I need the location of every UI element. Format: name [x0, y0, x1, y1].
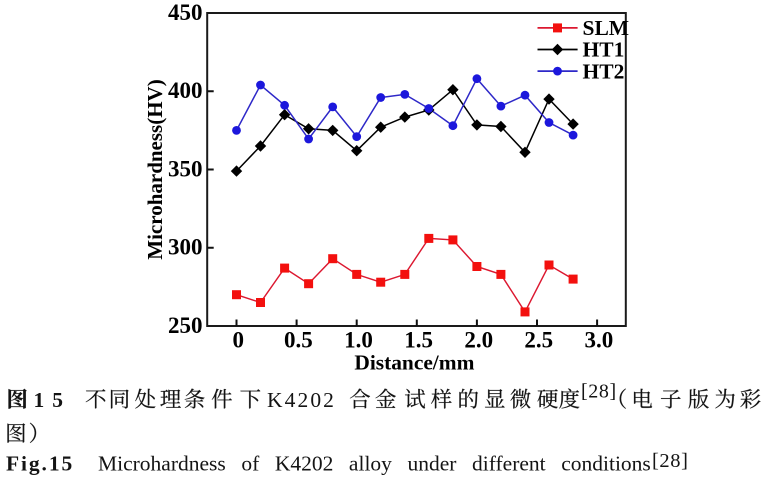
svg-text:0.5: 0.5 [284, 327, 313, 352]
svg-text:3.0: 3.0 [585, 327, 614, 352]
svg-text:Fig.15: Fig.15 [6, 452, 74, 476]
svg-text:2.0: 2.0 [464, 327, 493, 352]
svg-text:HT2: HT2 [583, 59, 625, 83]
svg-text:2.5: 2.5 [524, 327, 553, 352]
svg-text:1.0: 1.0 [344, 327, 373, 352]
svg-text:[28]: [28] [652, 450, 689, 472]
svg-text:350: 350 [168, 156, 203, 181]
svg-text:300: 300 [168, 235, 203, 260]
svg-text:450: 450 [168, 0, 203, 25]
svg-text:Microhardness of K4202 alloy u: Microhardness of K4202 alloy under diffe… [98, 452, 651, 476]
svg-text:Distance/mm: Distance/mm [354, 350, 474, 374]
svg-text:[28]: [28] [581, 381, 617, 403]
svg-text:15: 15 [34, 388, 72, 412]
svg-text:1.5: 1.5 [404, 327, 433, 352]
svg-text:250: 250 [168, 313, 203, 338]
svg-text:HT1: HT1 [583, 38, 625, 62]
svg-text:Microhardness(HV): Microhardness(HV) [143, 79, 167, 259]
svg-text:400: 400 [168, 78, 203, 103]
svg-text:K4202: K4202 [267, 388, 336, 412]
svg-text:SLM: SLM [583, 16, 630, 40]
svg-text:0: 0 [233, 327, 245, 352]
